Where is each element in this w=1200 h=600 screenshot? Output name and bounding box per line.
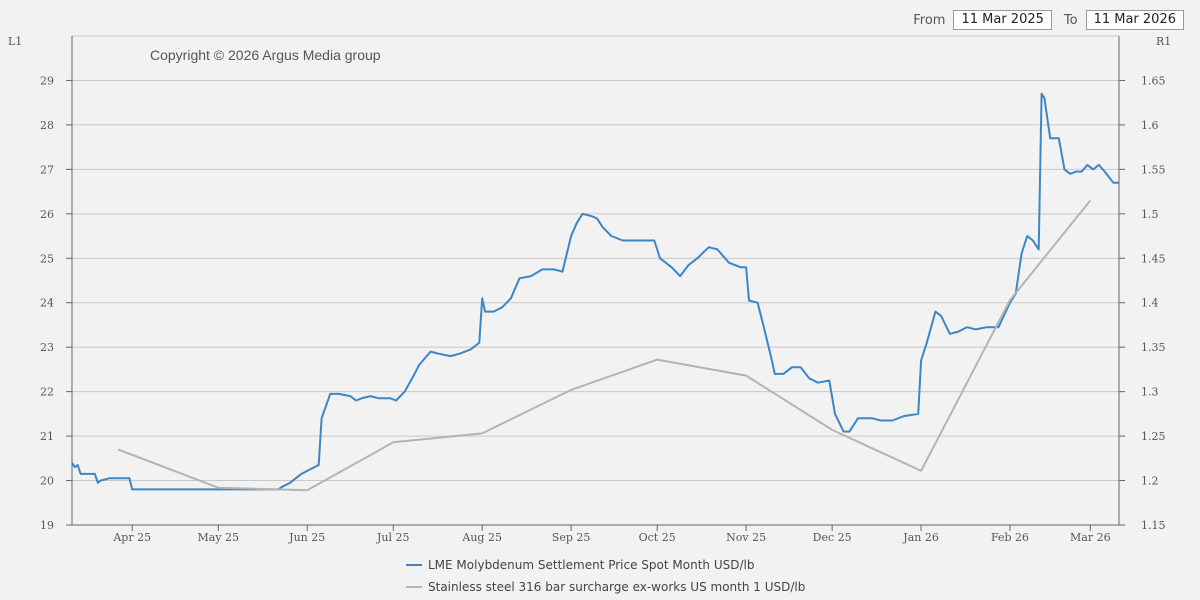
- series-line-molybdenum: [71, 92, 1119, 491]
- x-tick-label: Aug 25: [461, 531, 502, 544]
- left-tick-label: 24: [40, 297, 54, 310]
- right-tick-label: 1.35: [1141, 341, 1166, 354]
- gridlines: [72, 35, 1119, 482]
- right-tick-label: 1.15: [1141, 519, 1166, 532]
- right-axis-title: R1: [1156, 35, 1171, 48]
- left-tick-label: 22: [40, 386, 54, 399]
- x-tick-label: Oct 25: [639, 531, 676, 544]
- left-tick-label: 20: [40, 475, 54, 488]
- legend-label-molybdenum: LME Molybdenum Settlement Price Spot Mon…: [428, 558, 755, 572]
- left-tick-label: 19: [40, 519, 54, 532]
- right-tick-label: 1.5: [1141, 208, 1159, 221]
- x-tick-label: May 25: [198, 531, 240, 544]
- legend-swatch-stainless: [406, 586, 422, 588]
- right-tick-label: 1.25: [1141, 430, 1166, 443]
- left-axis-title: L1: [8, 35, 22, 48]
- x-tick-label: Jun 25: [288, 531, 325, 544]
- left-tick-label: 21: [40, 430, 54, 443]
- from-date-input[interactable]: 11 Mar 2025: [953, 10, 1052, 30]
- copyright-text: Copyright © 2026 Argus Media group: [150, 47, 381, 63]
- left-tick-label: 26: [40, 208, 54, 221]
- x-tick-label: Apr 25: [112, 531, 151, 544]
- left-tick-label: 28: [40, 119, 54, 132]
- right-tick-label: 1.6: [1141, 119, 1159, 132]
- left-tick-label: 23: [40, 341, 54, 354]
- left-tick-label: 25: [40, 252, 54, 265]
- x-tick-label: Jan 26: [902, 531, 939, 544]
- legend-item-stainless[interactable]: Stainless steel 316 bar surcharge ex-wor…: [406, 576, 805, 598]
- axes: [66, 36, 1125, 531]
- right-tick-label: 1.55: [1141, 163, 1166, 176]
- right-tick-label: 1.45: [1141, 252, 1166, 265]
- to-label: To: [1063, 12, 1078, 28]
- x-tick-label: Sep 25: [552, 531, 591, 544]
- to-date-input[interactable]: 11 Mar 2026: [1085, 10, 1184, 30]
- legend-label-stainless: Stainless steel 316 bar surcharge ex-wor…: [428, 580, 806, 594]
- series-line-stainless: [117, 199, 1092, 492]
- right-tick-label: 1.3: [1141, 386, 1159, 399]
- x-tick-label: Nov 25: [726, 531, 766, 544]
- from-label: From: [913, 12, 946, 28]
- date-range-bar: From 11 Mar 2025 To 11 Mar 2026: [913, 10, 1184, 30]
- x-tick-label: Dec 25: [813, 531, 852, 544]
- left-tick-label: 27: [40, 163, 54, 176]
- x-tick-label: Mar 26: [1070, 531, 1111, 544]
- right-tick-label: 1.4: [1141, 297, 1159, 310]
- right-tick-label: 1.2: [1141, 475, 1159, 488]
- right-tick-label: 1.65: [1141, 74, 1166, 87]
- x-tick-label: Feb 26: [991, 531, 1029, 544]
- series-lines: [71, 92, 1119, 492]
- tick-labels: 19 20 21 22 23 24 25 26 27 28 29 1.15 1.2 1.25 1.3 1.35…: [40, 74, 1166, 544]
- legend-item-molybdenum[interactable]: LME Molybdenum Settlement Price Spot Mon…: [406, 554, 805, 576]
- x-tick-label: Jul 25: [376, 531, 410, 544]
- legend: LME Molybdenum Settlement Price Spot Mon…: [406, 554, 805, 598]
- legend-swatch-molybdenum: [406, 564, 422, 566]
- left-tick-label: 29: [40, 74, 54, 87]
